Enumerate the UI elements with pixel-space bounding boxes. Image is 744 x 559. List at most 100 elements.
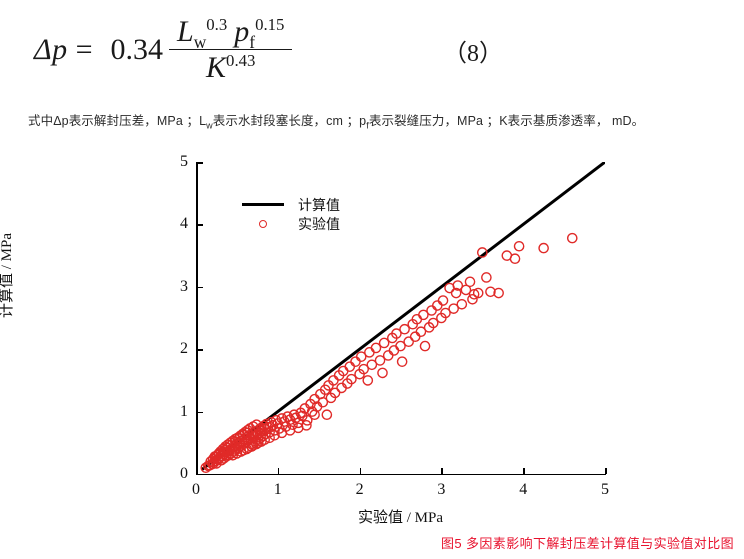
scatter-point xyxy=(329,387,341,399)
y-tick-label-3: 3 xyxy=(180,277,188,295)
scatter-point xyxy=(538,242,549,254)
legend-item-calculated: 计算值 xyxy=(240,195,370,214)
plot-area xyxy=(200,162,605,474)
fraction-bar xyxy=(169,48,293,51)
scatter-point xyxy=(415,326,427,338)
scatter-point xyxy=(419,340,431,352)
scatter-chart: 0 1 2 3 4 5 0 1 2 3 4 5 实验值 / MPa 计算值 / MPa 计算值 实验… xyxy=(0,140,700,526)
scatter-point xyxy=(403,336,414,348)
scatter-point xyxy=(366,359,378,371)
numerator-var-L-exponent: 0.3 xyxy=(206,15,228,34)
scatter-point xyxy=(396,356,408,367)
y-tick-5 xyxy=(197,162,203,164)
y-axis-line xyxy=(196,162,198,475)
scatter-point xyxy=(252,437,264,449)
scatter-point xyxy=(362,375,374,386)
scatter-point xyxy=(210,451,221,463)
legend-circle-marker-icon xyxy=(240,219,286,228)
scatter-point xyxy=(374,355,386,366)
scatter-point xyxy=(309,409,320,421)
scatter-point xyxy=(282,411,293,422)
y-tick-3 xyxy=(197,286,203,289)
scatter-point xyxy=(344,361,356,372)
definition-segment-2: 表示水封段塞长度，cm ；p xyxy=(212,114,367,128)
scatter-point xyxy=(450,287,462,299)
x-tick-label-1: 1 xyxy=(273,481,282,498)
x-axis-title: 实验值 / MPa xyxy=(357,510,443,526)
scatter-point xyxy=(259,434,271,445)
scatter-point xyxy=(370,342,382,354)
x-tick-label-0: 0 xyxy=(192,481,200,498)
scatter-point xyxy=(472,287,484,299)
legend-label-calculated: 计算值 xyxy=(298,198,340,214)
scatter-point xyxy=(426,305,437,316)
scatter-point xyxy=(358,363,369,375)
equation-lhs: Δp xyxy=(34,32,68,66)
scatter-point xyxy=(566,232,578,244)
equation-8-expression: Δp = 0.34 Lw0.3 pf0.15 K0.43 xyxy=(34,16,294,84)
x-tick-label-5: 5 xyxy=(601,481,609,498)
scatter-point xyxy=(243,442,254,454)
scatter-point xyxy=(378,337,390,349)
legend-label-experimental: 实验值 xyxy=(298,217,340,233)
numerator-var-p-exponent: 0.15 xyxy=(255,15,285,34)
scatter-point xyxy=(437,295,449,306)
scatter-point xyxy=(247,439,259,451)
equation-coefficient: 0.34 xyxy=(110,32,164,66)
scatter-point xyxy=(440,307,451,319)
equation-numerator: Lw0.3 pf0.15 xyxy=(169,15,292,52)
y-tick-1 xyxy=(197,411,203,414)
numerator-var-p-subscript: f xyxy=(249,32,256,52)
scatter-point xyxy=(452,280,464,291)
equation-fraction: Lw0.3 pf0.15 K0.43 xyxy=(169,15,293,85)
scatter-point xyxy=(317,396,329,408)
scatter-point xyxy=(269,430,280,441)
numerator-var-L: L xyxy=(177,15,194,48)
scatter-point xyxy=(377,367,388,379)
y-tick-label-5: 5 xyxy=(180,153,188,170)
equation-block: Δp = 0.34 Lw0.3 pf0.15 K0.43 （8） xyxy=(0,0,744,100)
scatter-point xyxy=(418,309,429,321)
definition-subscript-w: w xyxy=(206,120,213,131)
denominator-var-K: K xyxy=(206,51,227,85)
x-tick-label-2: 2 xyxy=(355,481,364,498)
scatter-point xyxy=(287,419,298,431)
scatter-point xyxy=(276,413,288,424)
scatter-point xyxy=(382,350,394,361)
scatter-point xyxy=(301,420,312,431)
scatter-point xyxy=(346,373,357,385)
scatter-point xyxy=(456,298,468,310)
x-tick-4 xyxy=(523,468,525,474)
scatter-point xyxy=(388,345,400,356)
scatter-point xyxy=(238,444,249,456)
y-tick-2 xyxy=(197,349,203,351)
x-tick-label-3: 3 xyxy=(437,481,446,498)
scatter-point xyxy=(432,300,443,311)
scatter-points xyxy=(200,232,578,474)
scatter-point xyxy=(364,347,375,358)
scatter-point xyxy=(321,409,333,421)
scatter-point xyxy=(493,287,504,299)
y-tick-label-4: 4 xyxy=(180,215,188,233)
scatter-point xyxy=(213,448,225,460)
x-tick-5 xyxy=(605,468,607,474)
scatter-point xyxy=(467,293,478,305)
scatter-point xyxy=(242,427,253,439)
equation-number: （8） xyxy=(443,41,503,67)
scatter-point xyxy=(427,317,439,329)
numerator-var-p: p xyxy=(234,15,250,48)
scatter-point xyxy=(227,449,239,461)
scatter-point xyxy=(399,323,410,335)
definition-segment-1: 式中Δp表示解封压差，MPa ；L xyxy=(28,114,207,128)
scatter-point xyxy=(476,247,488,258)
y-tick-label-2: 2 xyxy=(180,340,188,358)
y-tick-label-1: 1 xyxy=(180,402,188,420)
denominator-var-K-exponent: 0.43 xyxy=(226,51,256,71)
scatter-point xyxy=(460,284,472,296)
scatter-point xyxy=(264,432,275,444)
chart-legend: 计算值 实验值 xyxy=(240,195,370,233)
scatter-point xyxy=(481,272,492,283)
scatter-point xyxy=(395,340,406,352)
scatter-point xyxy=(355,351,367,362)
scatter-point xyxy=(485,286,496,298)
